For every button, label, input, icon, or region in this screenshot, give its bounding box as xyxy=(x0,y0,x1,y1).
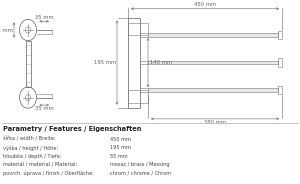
Text: 380 mm: 380 mm xyxy=(204,120,226,125)
Text: 450 mm: 450 mm xyxy=(110,137,131,141)
Bar xyxy=(26,41,31,87)
Bar xyxy=(128,22,148,35)
Bar xyxy=(278,31,282,39)
Text: 450 mm: 450 mm xyxy=(194,2,216,7)
Text: šířka / width / Breite:: šířka / width / Breite: xyxy=(3,137,56,141)
Text: chrom / chrome / Chrom: chrom / chrome / Chrom xyxy=(110,171,171,176)
Text: povrch. úprava / finish / Oberfläche:: povrch. úprava / finish / Oberfläche: xyxy=(3,171,94,176)
Text: 35 mm: 35 mm xyxy=(35,15,54,20)
Bar xyxy=(128,90,148,103)
Text: výška / height / Höhe:: výška / height / Höhe: xyxy=(3,145,58,151)
Bar xyxy=(148,88,278,92)
Text: 140 mm: 140 mm xyxy=(149,60,172,65)
Text: 195 mm: 195 mm xyxy=(94,60,116,65)
Text: 195 mm: 195 mm xyxy=(110,145,131,150)
Bar xyxy=(148,61,278,64)
Bar xyxy=(278,86,282,94)
Text: materiál / material / Material:: materiál / material / Material: xyxy=(3,162,77,167)
Bar xyxy=(128,17,140,108)
Bar xyxy=(278,58,282,67)
Text: 55 mm: 55 mm xyxy=(110,154,128,159)
Text: hloubka / depth / Tiefe:: hloubka / depth / Tiefe: xyxy=(3,154,61,159)
Text: 35 mm: 35 mm xyxy=(35,106,54,111)
Text: mosaz / brass / Messing: mosaz / brass / Messing xyxy=(110,162,169,167)
Text: Parametry / Features / Eigenschaften: Parametry / Features / Eigenschaften xyxy=(3,126,141,132)
Text: 55 mm: 55 mm xyxy=(0,28,13,33)
Bar xyxy=(148,33,278,37)
